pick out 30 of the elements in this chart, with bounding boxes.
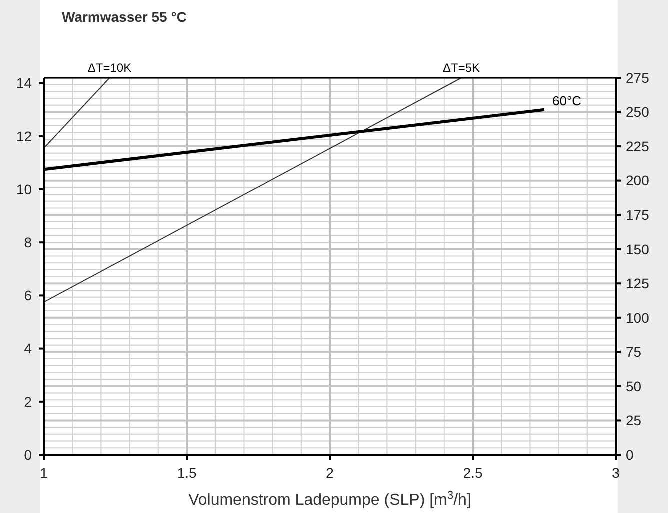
y2-tick-label: 0	[626, 446, 634, 463]
x-tick-label: 3	[612, 465, 620, 481]
y2-tick-label: 175	[626, 206, 650, 223]
y2-tick-label: 50	[626, 378, 642, 394]
y-tick-label: 14	[16, 75, 32, 92]
series-label: ΔT=10K	[88, 61, 132, 75]
y-tick-label: 2	[24, 394, 32, 410]
x-axis-title: Volumenstrom Ladepumpe (SLP) [m$^{3}$/h]	[188, 490, 472, 509]
y2-tick-label: 75	[626, 344, 642, 360]
y-tick-label: 6	[24, 288, 32, 304]
y-tick-label: 4	[24, 340, 32, 357]
y2-tick-label: 250	[626, 104, 650, 120]
y2-tick-label: 200	[626, 172, 650, 189]
x-tick-label: 1.5	[177, 465, 197, 481]
series-label: ΔT=5K	[443, 61, 480, 75]
x-tick-label: 2	[326, 465, 334, 481]
series-label: 60°C	[552, 93, 582, 108]
y2-tick-label: 225	[626, 138, 650, 154]
y-tick-label: 0	[24, 446, 32, 463]
chart-title: Warmwasser 55 °C	[62, 9, 187, 25]
y2-tick-label: 125	[626, 276, 650, 292]
y-tick-label: 8	[24, 234, 32, 251]
x-tick-label: 2.5	[463, 465, 483, 481]
x-tick-label: 1	[40, 465, 48, 481]
y2-tick-label: 100	[626, 310, 650, 326]
y2-tick-label: 25	[626, 412, 642, 429]
y-tick-label: 12	[16, 128, 32, 144]
y2-tick-label: 275	[626, 70, 650, 86]
y2-tick-label: 150	[626, 241, 650, 258]
y-tick-label: 10	[16, 181, 32, 198]
